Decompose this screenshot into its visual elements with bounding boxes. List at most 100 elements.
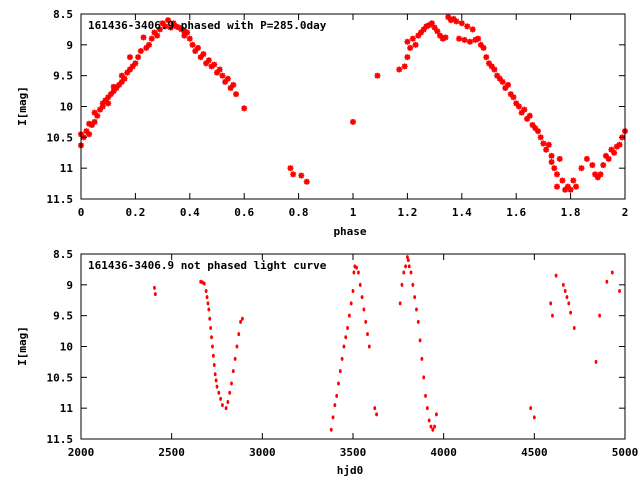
phased-data-point	[510, 94, 517, 101]
unphased-data-point	[204, 289, 208, 293]
phased-data-point	[404, 54, 411, 61]
phased-data-point	[611, 149, 618, 156]
unphased-x-tick-label: 2500	[158, 446, 185, 459]
unphased-data-point	[224, 406, 228, 411]
unphased-data-point	[214, 378, 218, 383]
phased-data-point	[597, 171, 604, 178]
unphased-x-tick-label: 4500	[521, 446, 548, 459]
phased-data-point	[434, 28, 441, 35]
phased-data-point	[162, 23, 169, 30]
phased-data-point	[475, 35, 482, 42]
phased-data-point	[194, 44, 201, 51]
phased-data-point	[431, 24, 438, 31]
phased-data-point	[496, 75, 503, 82]
phased-data-point	[556, 155, 563, 162]
phased-x-tick-label: 1.4	[452, 206, 472, 219]
unphased-chart-title: 161436-3406.9 not phased light curve	[88, 259, 327, 272]
unphased-y-tick-label: 9	[66, 279, 73, 292]
phased-data-point	[486, 60, 492, 67]
phased-data-point	[374, 72, 381, 79]
phased-data-point	[573, 183, 580, 190]
phased-data-point	[94, 112, 101, 119]
unphased-axis-ticks: 2000 2500 3000 3500 4000 4500 5000 8.5 9 9.5 10 10.…	[47, 248, 639, 459]
phased-x-axis-title: phase	[333, 225, 366, 238]
phased-data-point	[529, 122, 536, 128]
phased-data-point	[156, 26, 163, 33]
phased-y-tick-label: 11	[60, 162, 74, 175]
phased-chart-title: 161436-3406.9 phased with P=285.0day	[88, 19, 327, 32]
phased-data-point	[494, 72, 501, 79]
phased-data-point	[461, 36, 468, 43]
phased-data-point	[165, 17, 172, 24]
phased-x-tick-label: 0.2	[125, 206, 145, 219]
phased-data-point	[132, 60, 139, 67]
unphased-data-point	[431, 427, 435, 432]
phased-data-point	[534, 128, 541, 135]
phased-data-point	[428, 20, 435, 27]
phased-data-point	[570, 177, 577, 184]
phased-x-tick-label: 0.8	[289, 206, 309, 219]
unphased-data-point	[605, 279, 609, 284]
phased-data-point	[216, 66, 223, 73]
phased-axis-ticks: 0 0.2 0.4 0.6 0.8 1 1.2 1.4 1.6 1.8 2 8.5 9 9.5 10 10.5…	[47, 8, 629, 219]
unphased-data-point	[226, 400, 230, 404]
phased-data-point	[230, 81, 237, 88]
phased-data-point	[409, 35, 416, 42]
unphased-data-point	[532, 415, 536, 420]
phased-x-tick-label: 0.6	[234, 206, 254, 219]
phased-y-tick-label: 10	[60, 101, 73, 114]
phased-data-point	[526, 112, 533, 119]
phased-x-tick-label: 1.8	[561, 206, 581, 219]
phased-data-point	[502, 85, 509, 91]
unphased-data-point	[209, 326, 213, 330]
phased-data-points	[78, 14, 628, 193]
unphased-data-point	[554, 273, 558, 278]
phased-data-point	[564, 183, 571, 190]
phased-data-point	[135, 54, 142, 61]
phased-data-point	[540, 140, 547, 147]
phased-data-point	[521, 106, 528, 113]
unphased-y-tick-label: 8.5	[53, 248, 73, 261]
phased-light-curve-panel: 0 0.2 0.4 0.6 0.8 1 1.2 1.4 1.6 1.8 2 8.5 9 9.5 10 10.5…	[16, 8, 628, 238]
phased-data-point	[480, 44, 487, 51]
phased-data-point	[559, 177, 566, 184]
unphased-y-tick-label: 10	[60, 341, 73, 354]
unphased-data-point	[228, 390, 232, 395]
phased-data-point	[554, 171, 560, 178]
unphased-data-point	[567, 301, 571, 306]
unphased-data-point	[357, 270, 360, 275]
unphased-data-point	[344, 335, 348, 340]
unphased-data-point	[202, 281, 206, 286]
unphased-data-point	[415, 307, 418, 312]
phased-x-tick-label: 2	[622, 206, 629, 219]
unphased-data-point	[418, 338, 422, 343]
phased-data-point	[203, 60, 210, 67]
phased-data-point	[86, 131, 93, 138]
unphased-data-points	[153, 255, 621, 432]
phased-x-tick-label: 1	[350, 206, 357, 219]
unphased-data-point	[561, 282, 565, 287]
phased-data-point	[412, 41, 419, 48]
phased-data-point	[126, 54, 133, 61]
unphased-data-point	[598, 313, 602, 318]
phased-y-axis-title: I[mag]	[16, 86, 29, 126]
unphased-data-point	[153, 292, 157, 297]
phased-data-point	[442, 34, 449, 41]
phased-data-point	[543, 146, 550, 153]
phased-data-point	[505, 81, 512, 88]
unphased-data-point	[342, 344, 346, 349]
phased-data-point	[211, 61, 218, 68]
unphased-y-axis-title: I[mag]	[16, 326, 29, 366]
unphased-data-point	[411, 282, 415, 287]
phased-data-point	[464, 23, 471, 30]
unphased-x-tick-label: 5000	[612, 446, 639, 459]
unphased-data-point	[398, 301, 402, 306]
unphased-data-point	[594, 359, 598, 364]
phased-data-point	[458, 20, 465, 27]
phased-data-point	[287, 165, 294, 172]
phased-data-point	[466, 38, 473, 45]
unphased-data-point	[213, 372, 217, 377]
phased-data-point	[453, 18, 460, 25]
unphased-y-tick-label: 10.5	[47, 371, 74, 384]
phased-data-point	[107, 91, 114, 98]
